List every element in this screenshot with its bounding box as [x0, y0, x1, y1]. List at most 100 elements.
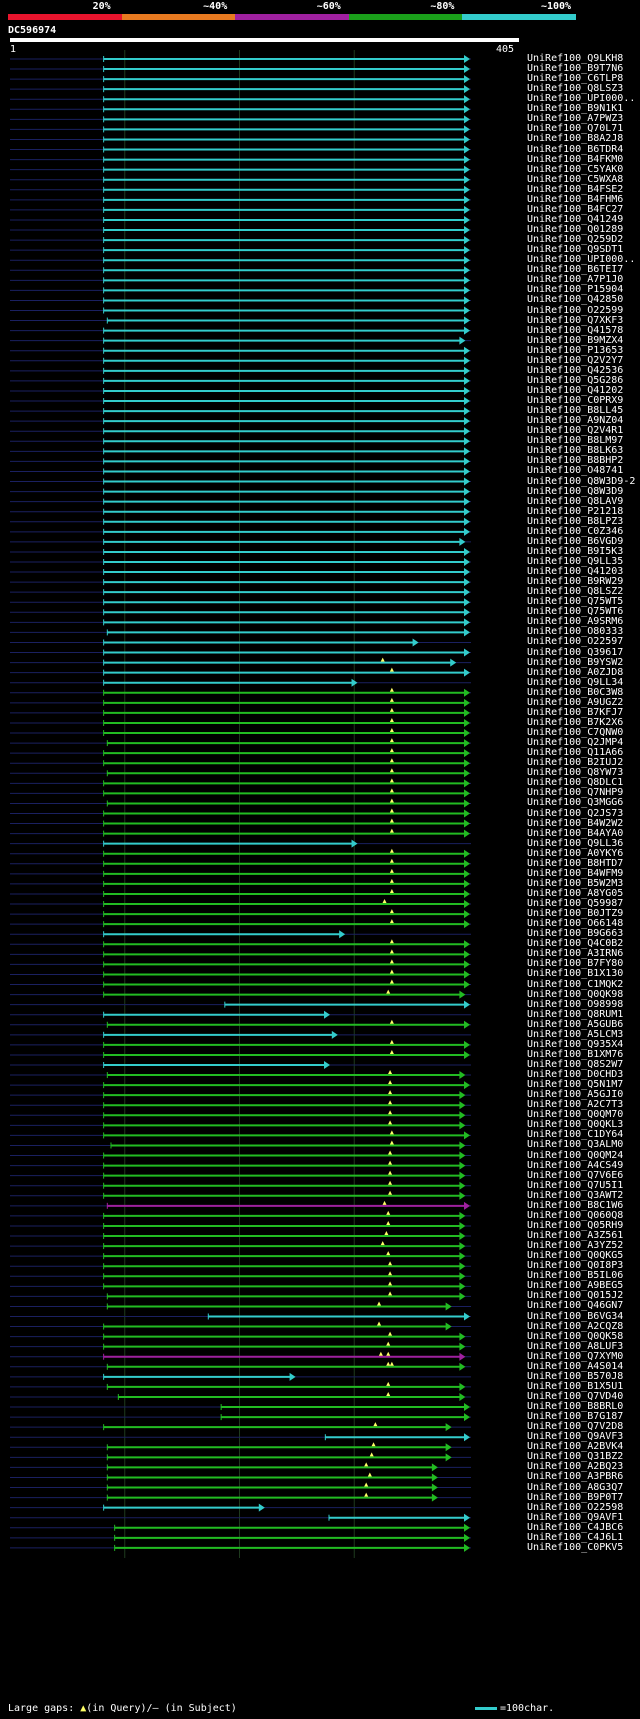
hit-label[interactable]: UniRef100_Q46GN7 [527, 1300, 624, 1312]
hit-label[interactable]: UniRef100_Q0QK58 [527, 1330, 624, 1342]
hit-label[interactable]: UniRef100_A3IRN6 [527, 948, 624, 960]
hit-label[interactable]: UniRef100_Q7U5I1 [527, 1179, 624, 1191]
hit-label[interactable]: UniRef100_Q41578 [527, 324, 624, 336]
hit-label[interactable]: UniRef100_A5GUB6 [527, 1018, 624, 1030]
hit-label[interactable]: UniRef100_Q8LAV9 [527, 495, 624, 507]
hit-label[interactable]: UniRef100_Q2V2Y7 [527, 354, 624, 366]
hit-label[interactable]: UniRef100_A3PBR6 [527, 1471, 624, 1483]
hit-label[interactable]: UniRef100_B0JTZ9 [527, 908, 624, 920]
hit-label[interactable]: UniRef100_Q75WT5 [527, 596, 624, 608]
hit-label[interactable]: UniRef100_A8YG05 [527, 887, 624, 899]
hit-label[interactable]: UniRef100_UPI000.. [527, 254, 636, 266]
hit-label[interactable]: UniRef100_Q0QKG5 [527, 1250, 624, 1262]
hit-label[interactable]: UniRef100_Q41249 [527, 213, 624, 225]
hit-label[interactable]: UniRef100_Q8LSZ2 [527, 586, 624, 598]
hit-label[interactable]: UniRef100_Q8LSZ3 [527, 83, 624, 95]
hit-label[interactable]: UniRef100_Q935X4 [527, 1038, 624, 1050]
hit-label[interactable]: UniRef100_D0CHD3 [527, 1069, 624, 1081]
hit-label[interactable]: UniRef100_B2IUJ2 [527, 757, 624, 769]
hit-label[interactable]: UniRef100_Q75WT6 [527, 606, 624, 618]
hit-label[interactable]: UniRef100_A3Z561 [527, 1230, 624, 1242]
hit-label[interactable]: UniRef100_A2BVK4 [527, 1441, 624, 1453]
hit-label[interactable]: UniRef100_Q7XKF3 [527, 314, 624, 326]
hit-label[interactable]: UniRef100_B9P0T7 [527, 1491, 624, 1503]
hit-label[interactable]: UniRef100_B8C1W6 [527, 1199, 624, 1211]
hit-label[interactable]: UniRef100_A5LCM3 [527, 1028, 624, 1040]
hit-label[interactable]: UniRef100_A9BEG5 [527, 1280, 624, 1292]
hit-label[interactable]: UniRef100_Q11A66 [527, 747, 624, 759]
hit-label[interactable]: UniRef100_B570J8 [527, 1370, 624, 1382]
hit-label[interactable]: UniRef100_B4FSE2 [527, 183, 624, 195]
hit-label[interactable]: UniRef100_C4JBC6 [527, 1521, 624, 1533]
hit-label[interactable]: UniRef100_A2C7T3 [527, 1099, 624, 1111]
hit-label[interactable]: UniRef100_Q8RUM1 [527, 1008, 624, 1020]
hit-label[interactable]: UniRef100_Q7V6E6 [527, 1169, 624, 1181]
hit-label[interactable]: UniRef100_B0C3W8 [527, 686, 624, 698]
hit-label[interactable]: UniRef100_C4J6L1 [527, 1531, 624, 1543]
hit-label[interactable]: UniRef100_B9MZX4 [527, 334, 624, 346]
hit-label[interactable]: UniRef100_Q9LL36 [527, 837, 624, 849]
hit-label[interactable]: UniRef100_Q2JMP4 [527, 737, 624, 749]
hit-label[interactable]: UniRef100_A2BQ23 [527, 1461, 624, 1473]
hit-label[interactable]: UniRef100_Q7NHP9 [527, 787, 624, 799]
hit-label[interactable]: UniRef100_C0PKV5 [527, 1541, 624, 1553]
hit-label[interactable]: UniRef100_B4FKM0 [527, 153, 624, 165]
hit-label[interactable]: UniRef100_C5WXA8 [527, 173, 624, 185]
hit-label[interactable]: UniRef100_A0ZJD8 [527, 666, 624, 678]
hit-label[interactable]: UniRef100_C6TLP8 [527, 73, 624, 85]
hit-label[interactable]: UniRef100_Q3ALM0 [527, 1139, 624, 1151]
hit-label[interactable]: UniRef100_Q39617 [527, 646, 624, 658]
hit-label[interactable]: UniRef100_O22599 [527, 304, 624, 316]
hit-label[interactable]: UniRef100_B9N1K1 [527, 103, 624, 115]
hit-label[interactable]: UniRef100_A7PWZ3 [527, 113, 624, 125]
hit-label[interactable]: UniRef100_Q31BZ2 [527, 1451, 624, 1463]
hit-label[interactable]: UniRef100_A4CS49 [527, 1159, 624, 1171]
hit-label[interactable]: UniRef100_B8HTD7 [527, 857, 624, 869]
hit-label[interactable]: UniRef100_A8G3Q7 [527, 1481, 624, 1493]
hit-label[interactable]: UniRef100_Q8W3D9-2 [527, 475, 636, 487]
hit-label[interactable]: UniRef100_Q259D2 [527, 234, 624, 246]
hit-label[interactable]: UniRef100_Q5G286 [527, 374, 624, 386]
hit-label[interactable]: UniRef100_B7G187 [527, 1411, 624, 1423]
hit-label[interactable]: UniRef100_B1X130 [527, 968, 624, 980]
hit-label[interactable]: UniRef100_B1X5U1 [527, 1380, 624, 1392]
hit-label[interactable]: UniRef100_Q9SDT1 [527, 244, 624, 256]
hit-label[interactable]: UniRef100_B8BHP2 [527, 455, 624, 467]
hit-label[interactable]: UniRef100_Q8DLC1 [527, 777, 624, 789]
hit-label[interactable]: UniRef100_C5YAK0 [527, 163, 624, 175]
hit-label[interactable]: UniRef100_O98998 [527, 998, 624, 1010]
hit-label[interactable]: UniRef100_Q7XYM0 [527, 1350, 624, 1362]
hit-label[interactable]: UniRef100_Q0QK98 [527, 988, 624, 1000]
hit-label[interactable]: UniRef100_UPI000.. [527, 93, 636, 105]
hit-label[interactable]: UniRef100_B9I5K3 [527, 545, 624, 557]
hit-label[interactable]: UniRef100_B8LL45 [527, 405, 624, 417]
hit-label[interactable]: UniRef100_A8LUF3 [527, 1340, 624, 1352]
hit-label[interactable]: UniRef100_Q4C0B2 [527, 938, 624, 950]
hit-label[interactable]: UniRef100_C1DY64 [527, 1129, 624, 1141]
hit-label[interactable]: UniRef100_B4WFM9 [527, 867, 624, 879]
hit-label[interactable]: UniRef100_B4AYA0 [527, 827, 624, 839]
hit-label[interactable]: UniRef100_O80333 [527, 626, 624, 638]
hit-label[interactable]: UniRef100_Q70L71 [527, 123, 624, 135]
hit-label[interactable]: UniRef100_P21218 [527, 505, 624, 517]
hit-label[interactable]: UniRef100_A0YKY6 [527, 847, 624, 859]
hit-label[interactable]: UniRef100_O22598 [527, 1501, 624, 1513]
hit-label[interactable]: UniRef100_A9UGZ2 [527, 696, 624, 708]
hit-label[interactable]: UniRef100_A2CQZ8 [527, 1320, 624, 1332]
hit-label[interactable]: UniRef100_C1MQK2 [527, 978, 624, 990]
hit-label[interactable]: UniRef100_Q015J2 [527, 1290, 624, 1302]
hit-label[interactable]: UniRef100_Q9LL34 [527, 676, 624, 688]
hit-label[interactable]: UniRef100_Q41202 [527, 384, 624, 396]
hit-label[interactable]: UniRef100_B6VGD9 [527, 535, 624, 547]
hit-label[interactable]: UniRef100_Q060Q8 [527, 1209, 624, 1221]
hit-label[interactable]: UniRef100_A3YZ52 [527, 1240, 624, 1252]
hit-label[interactable]: UniRef100_P13653 [527, 344, 624, 356]
hit-label[interactable]: UniRef100_Q5N1M7 [527, 1079, 624, 1091]
hit-label[interactable]: UniRef100_B6TEI7 [527, 264, 624, 276]
hit-label[interactable]: UniRef100_O66148 [527, 918, 624, 930]
hit-label[interactable]: UniRef100_B4FC27 [527, 203, 624, 215]
hit-label[interactable]: UniRef100_A9SRM6 [527, 616, 624, 628]
hit-label[interactable]: UniRef100_Q42850 [527, 294, 624, 306]
hit-label[interactable]: UniRef100_Q0QM70 [527, 1109, 624, 1121]
hit-label[interactable]: UniRef100_B4FHM6 [527, 193, 624, 205]
